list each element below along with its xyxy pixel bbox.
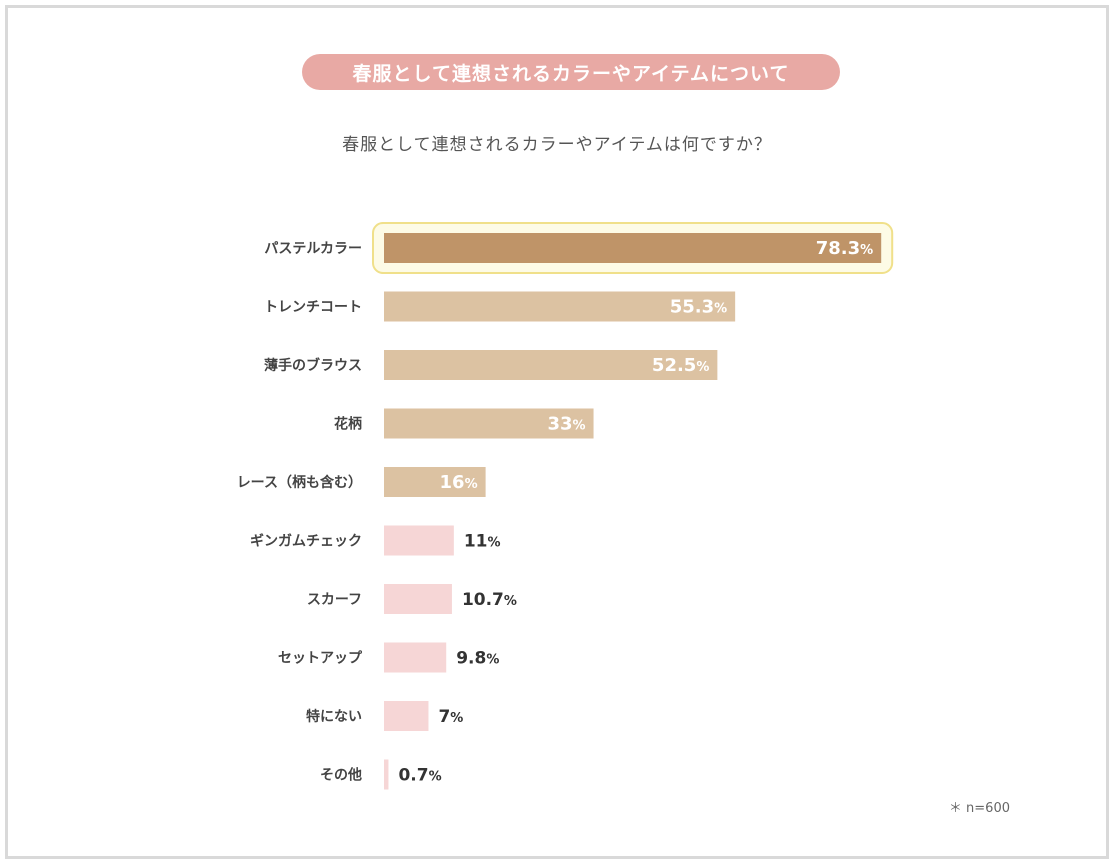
category-label: ギンガムチェック xyxy=(250,533,362,550)
bar xyxy=(384,467,486,497)
category-label: 特にない xyxy=(306,708,362,725)
survey-question: 春服として連想されるカラーやアイテムは何ですか？ xyxy=(342,135,772,155)
sample-size-note: ＊ n=600 xyxy=(948,801,1010,816)
category-label: トレンチコート xyxy=(264,300,362,316)
bar xyxy=(384,350,718,380)
bar xyxy=(384,233,882,263)
page-title: 春服として連想されるカラーやアイテムについて xyxy=(302,54,840,90)
value-label: 55.3% xyxy=(670,297,727,318)
bar xyxy=(384,759,389,790)
value-label: 10.7% xyxy=(462,590,517,610)
value-label: 11% xyxy=(464,532,501,552)
bar xyxy=(384,642,447,673)
category-label: その他 xyxy=(320,767,362,784)
bar xyxy=(384,584,452,614)
bar xyxy=(384,408,594,439)
bar xyxy=(384,291,736,322)
category-label: 薄手のブラウス xyxy=(264,357,362,374)
value-label: 9.8% xyxy=(456,649,499,669)
value-label: 16% xyxy=(440,472,478,493)
category-label: セットアップ xyxy=(278,651,363,667)
category-label: 花柄 xyxy=(334,416,362,433)
category-label: スカーフ xyxy=(307,592,362,608)
bar xyxy=(384,525,454,556)
bar xyxy=(384,701,429,731)
value-label: 33% xyxy=(547,414,585,435)
value-label: 78.3% xyxy=(816,238,873,259)
category-label: パステルカラー xyxy=(264,241,362,257)
value-label: 52.5% xyxy=(652,355,709,376)
category-label: レース（柄も含む） xyxy=(237,474,362,491)
value-label: 7% xyxy=(438,707,463,727)
value-label: 0.7% xyxy=(398,766,441,786)
